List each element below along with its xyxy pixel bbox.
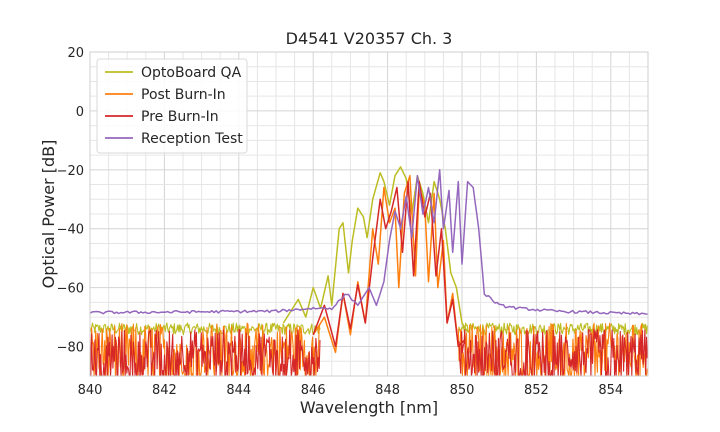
noise-floor — [89, 322, 648, 377]
noise-optoboard-qa-left — [89, 322, 321, 336]
x-tick-label: 846 — [301, 383, 326, 398]
series-reception-test — [89, 169, 649, 316]
x-tick-label: 850 — [450, 383, 475, 398]
x-tick-label: 854 — [598, 383, 623, 398]
line-reception-test — [89, 169, 649, 316]
y-tick-label: −40 — [57, 223, 84, 238]
plot-frame — [89, 51, 649, 377]
x-tick-label: 842 — [152, 383, 177, 398]
y-tick-label: −60 — [57, 282, 84, 297]
series-pre-burn-in — [312, 180, 465, 348]
x-tick-label: 852 — [524, 383, 549, 398]
x-tick-label: 848 — [375, 383, 400, 398]
y-tick-label: 20 — [67, 46, 84, 61]
legend-label-optoboard-qa: OptoBoard QA — [141, 65, 242, 81]
line-pre-burn-in — [312, 180, 465, 348]
legend-label-post-burn-in: Post Burn-In — [141, 87, 226, 103]
x-axis-label: Wavelength [nm] — [300, 398, 438, 417]
y-tick-label: 0 — [76, 105, 84, 120]
series-layer — [89, 166, 649, 354]
chart-title: D4541 V20357 Ch. 3 — [286, 29, 453, 48]
x-tick-label: 840 — [78, 383, 103, 398]
y-axis-label: Optical Power [dB] — [39, 140, 58, 289]
noise-pre-burn-in-right — [457, 328, 648, 377]
tick-labels: 840 842 844 846 848 850 852 854 20 0 −20 −40 −60 −80 — [57, 46, 624, 398]
y-tick-label: −20 — [57, 164, 84, 179]
legend-box — [96, 58, 248, 154]
legend-label-pre-burn-in: Pre Burn-In — [141, 109, 219, 125]
x-tick-label: 844 — [226, 383, 251, 398]
line-optoboard-qa — [282, 166, 469, 333]
legend-label-reception-test: Reception Test — [141, 131, 243, 147]
y-tick-label: −80 — [57, 341, 84, 356]
series-optoboard-qa — [282, 166, 469, 333]
noise-pre-burn-in-left — [89, 328, 321, 377]
legend: OptoBoard QA Post Burn-In Pre Burn-In Recep… — [96, 58, 248, 154]
noise-post-burn-in-right — [457, 322, 648, 377]
